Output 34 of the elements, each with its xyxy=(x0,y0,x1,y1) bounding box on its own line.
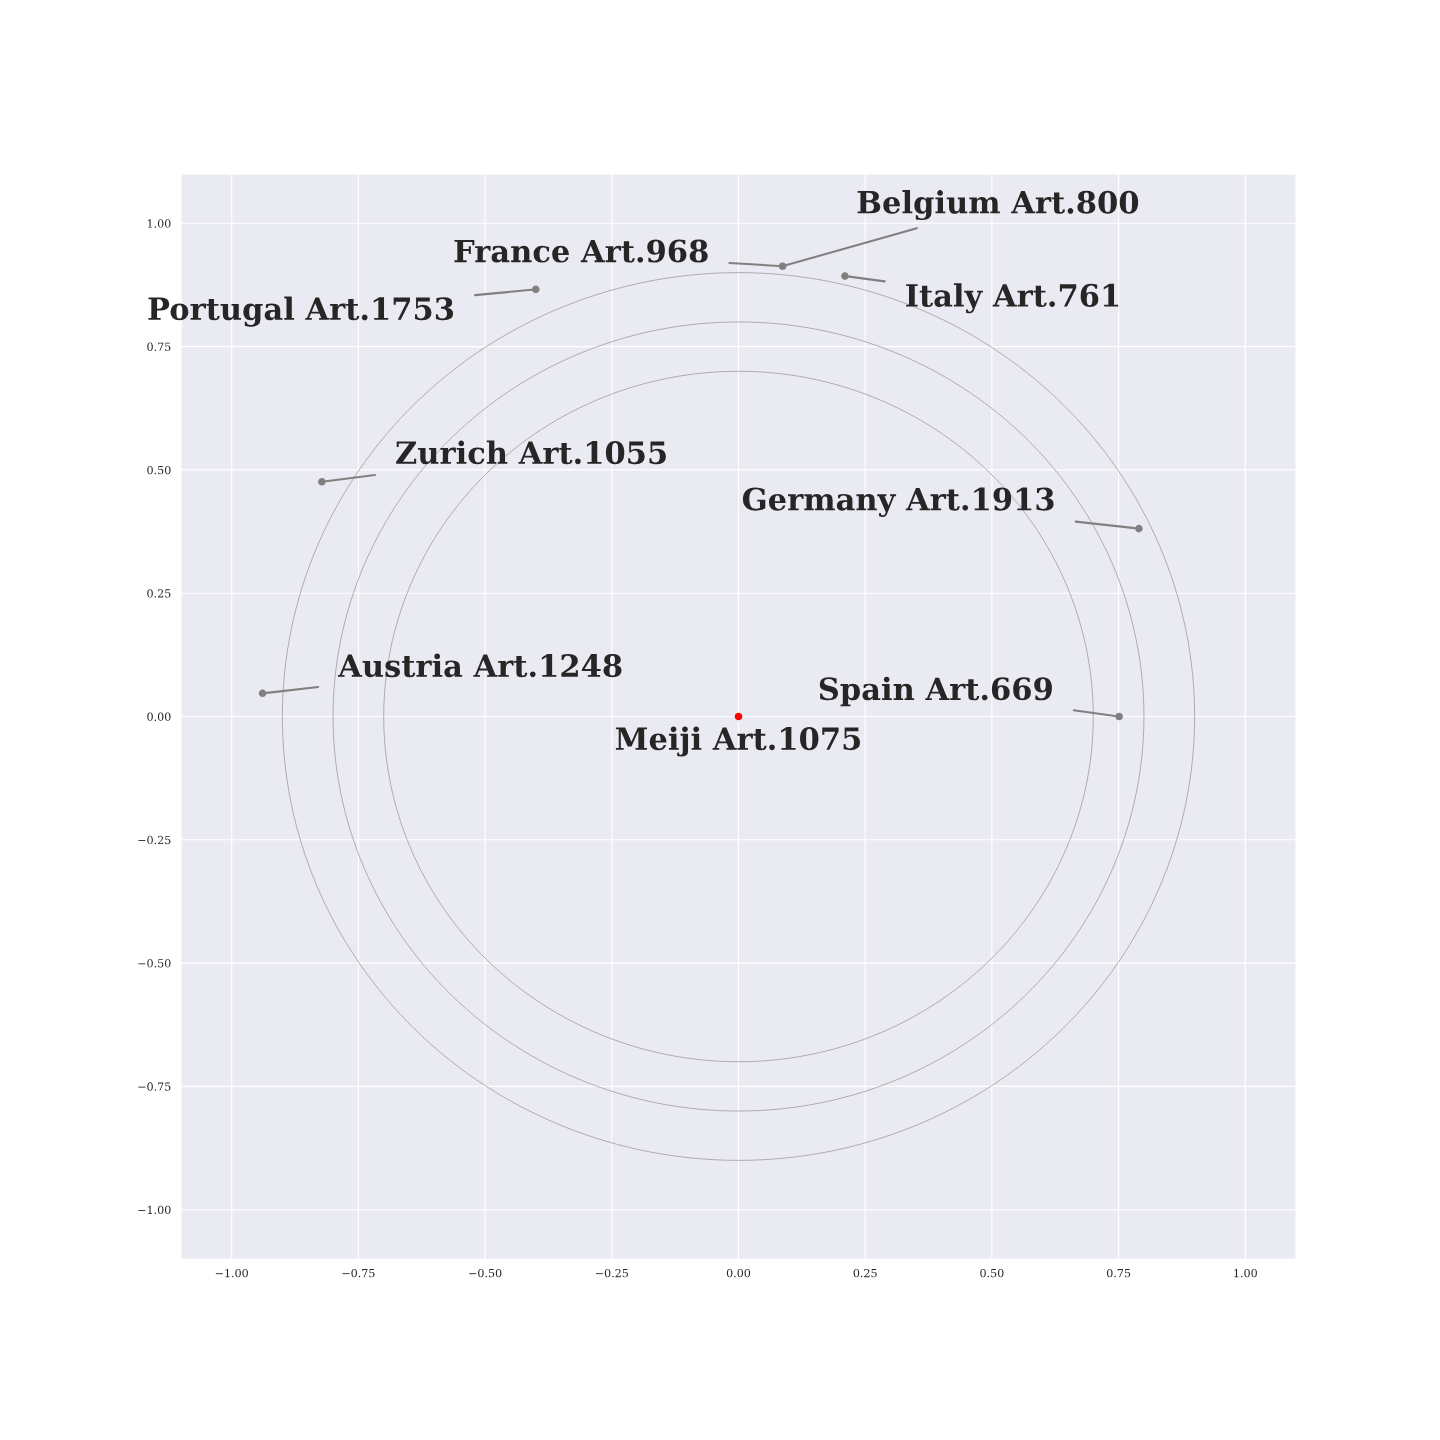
y-tick-label: 0.00 xyxy=(147,712,171,721)
y-tick-label: 0.75 xyxy=(147,342,171,351)
annotation: Austria Art.1248 xyxy=(337,653,622,678)
annotation: Zurich Art.1055 xyxy=(396,440,666,465)
annotation: Meiji Art.1075 xyxy=(615,726,861,757)
y-tick-label: −0.50 xyxy=(138,959,171,968)
point xyxy=(258,689,267,698)
annotation: France Art.968 xyxy=(454,239,708,263)
x-tick-label: 0.25 xyxy=(853,1268,877,1278)
point xyxy=(1115,712,1123,721)
y-tick-label: −0.75 xyxy=(138,1082,171,1091)
annotation: Portugal Art.1753 xyxy=(148,296,454,327)
y-tick-label: −1.00 xyxy=(138,1205,171,1215)
x-tick-label: 0.50 xyxy=(980,1268,1004,1278)
annotation: Germany Art.1913 xyxy=(742,487,1054,517)
annotation: Spain Art.669 xyxy=(819,676,1052,707)
annotation: Belgium Art.800 xyxy=(857,190,1139,221)
x-tick-label: −0.25 xyxy=(595,1268,628,1278)
x-tick-label: 1.00 xyxy=(1234,1268,1257,1278)
y-tick-label: 0.25 xyxy=(147,589,171,598)
point xyxy=(318,477,326,486)
x-tick-label: 0.00 xyxy=(726,1268,751,1278)
x-tick-label: 0.75 xyxy=(1106,1268,1131,1278)
point xyxy=(531,285,540,294)
annotation: Italy Art.761 xyxy=(906,283,1119,314)
x-tick-label: −0.75 xyxy=(342,1268,375,1278)
point xyxy=(778,262,787,271)
y-tick-label: −0.25 xyxy=(138,835,171,845)
y-tick-label: 1.00 xyxy=(147,219,171,228)
x-tick-label: −1.00 xyxy=(215,1268,248,1278)
point xyxy=(1135,524,1143,533)
x-tick-label: −0.50 xyxy=(469,1268,502,1278)
y-tick-label: 0.50 xyxy=(147,465,171,475)
point xyxy=(841,272,849,280)
